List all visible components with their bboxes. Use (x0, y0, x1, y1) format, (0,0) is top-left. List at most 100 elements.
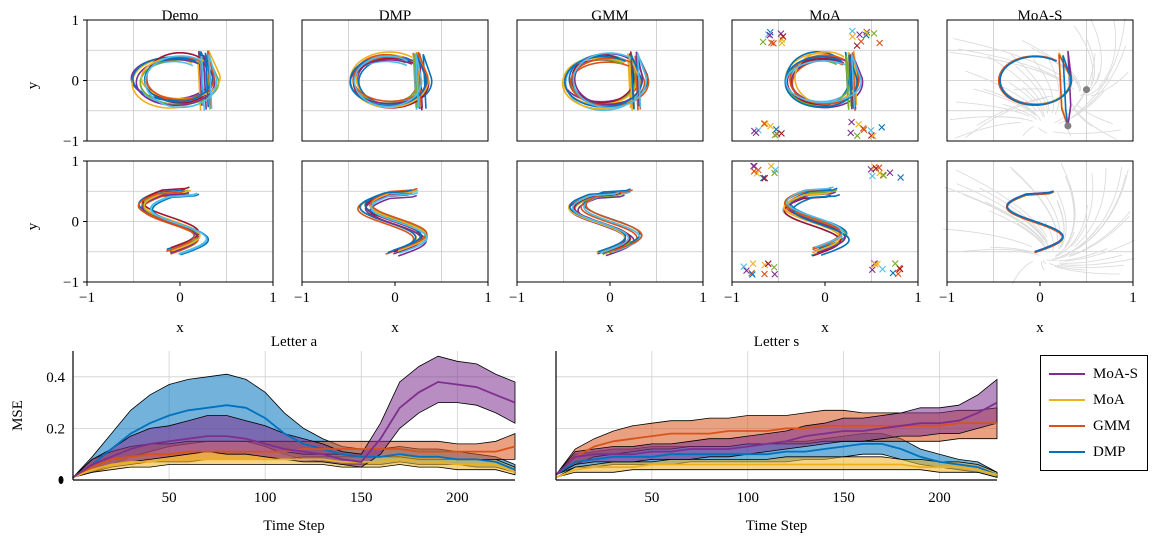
vector-field-line (979, 187, 1048, 243)
component-center-marker (876, 39, 884, 47)
component-center-marker (771, 131, 779, 139)
x-tick-label: 0 (176, 290, 184, 306)
x-axis-label: x (606, 320, 614, 336)
vector-field-line (990, 246, 1037, 254)
vector-field-line (956, 183, 1045, 240)
vector-field-line (962, 193, 1044, 243)
vector-field-line (1071, 45, 1127, 118)
legend-label: DMP (1093, 444, 1126, 460)
component-center-marker (750, 167, 758, 175)
vector-field-line (973, 88, 1036, 116)
trajectory-line (563, 54, 643, 110)
mean-line-dmp (72, 404, 516, 479)
vector-field-line (1058, 91, 1105, 125)
vector-field-line (1051, 251, 1077, 260)
trajectory-line (370, 187, 428, 250)
vector-field-line (1090, 71, 1129, 97)
vector-field-line (1069, 210, 1131, 257)
attractor-point (1083, 86, 1090, 94)
panel-gmm-s (516, 160, 704, 286)
component-center-marker (740, 263, 748, 271)
x-axis-label: x (821, 320, 829, 336)
vector-field-line (1054, 92, 1086, 124)
vector-field-line (1057, 191, 1067, 248)
panel-gmm-a (516, 19, 704, 142)
y-tick-label: 0 (72, 215, 80, 231)
vector-field-line (1063, 205, 1088, 253)
vector-field-line (954, 122, 1021, 139)
legend-swatch (1049, 399, 1085, 401)
plot-title: Letter a (271, 334, 318, 350)
band-moa (555, 456, 998, 478)
legend-label: GMM (1093, 418, 1131, 434)
x-tick-label: 1 (914, 290, 922, 306)
x-tick-label: −1 (294, 290, 310, 306)
legend-item-moa: MoA (1049, 390, 1149, 410)
x-tick-label: 0 (821, 290, 829, 306)
vector-field-line (1032, 58, 1054, 114)
vector-field-line (1098, 20, 1117, 87)
trajectory-line (370, 191, 428, 254)
component-center-marker (879, 265, 886, 273)
vector-field-line (955, 169, 1048, 238)
component-center-marker (761, 270, 768, 278)
y-tick-label: 1 (72, 154, 80, 170)
component-center-marker (748, 271, 756, 278)
y-tick-label: 0.4 (46, 370, 65, 386)
mean-line-gmm (555, 422, 997, 476)
component-center-marker (771, 169, 778, 177)
component-center-marker (863, 29, 871, 37)
vector-field-line (1060, 258, 1135, 266)
y-tick-label: −1 (63, 275, 79, 291)
vector-field-line (989, 210, 1045, 247)
component-center-marker (860, 126, 868, 134)
panel-moa-a (731, 19, 919, 142)
x-axis-label: Time Step (263, 518, 325, 534)
x-tick-label: −1 (939, 290, 955, 306)
x-tick-label: 0 (1036, 290, 1044, 306)
x-tick-label: 100 (254, 490, 277, 506)
vector-field-line (965, 97, 1047, 139)
trajectory-line (1006, 190, 1064, 253)
vector-field-line (1022, 103, 1041, 121)
panel-frame (946, 19, 1134, 142)
vector-field-line (1011, 251, 1040, 256)
vector-field-line (983, 88, 1037, 116)
vector-field-line (1086, 40, 1096, 89)
column-title: Demo (162, 8, 199, 24)
component-center-marker (779, 33, 787, 40)
component-center-marker (856, 31, 863, 38)
panel-frame (731, 19, 919, 142)
vector-field-line (958, 48, 1065, 82)
panel-moa-s (731, 160, 919, 286)
trajectory-line (786, 186, 844, 249)
vector-field-line (1002, 103, 1038, 120)
component-center-marker (753, 169, 761, 177)
component-center-marker (764, 260, 772, 268)
y-tick-label: 0.2 (46, 421, 65, 437)
component-center-marker (750, 162, 758, 170)
trajectory-line (788, 191, 846, 254)
legend: MoA-S MoA GMM DMP (1040, 355, 1148, 471)
x-tick-label: 150 (350, 490, 373, 506)
component-center-marker (761, 120, 769, 128)
vector-field-line (1048, 58, 1060, 115)
legend-label: MoA (1093, 392, 1125, 408)
vector-field-line (1022, 126, 1034, 137)
legend-label: MoA-S (1093, 366, 1139, 382)
panel-dmp-s (301, 160, 489, 286)
y-tick-label: −1 (63, 134, 79, 150)
trajectory-line (369, 189, 427, 252)
component-center-marker (772, 125, 780, 133)
panel-moa-s-s (943, 160, 1135, 286)
vector-field-line (1055, 231, 1075, 257)
x-axis-label: x (176, 320, 184, 336)
vector-field-line (1074, 25, 1094, 85)
x-tick-label: 1 (1129, 290, 1137, 306)
panel-demo-a (83, 19, 274, 142)
trajectory-line (137, 190, 196, 253)
legend-swatch (1049, 451, 1085, 453)
vector-field-line (1059, 254, 1123, 264)
x-tick-label: 50 (644, 490, 659, 506)
component-center-marker (868, 266, 876, 274)
